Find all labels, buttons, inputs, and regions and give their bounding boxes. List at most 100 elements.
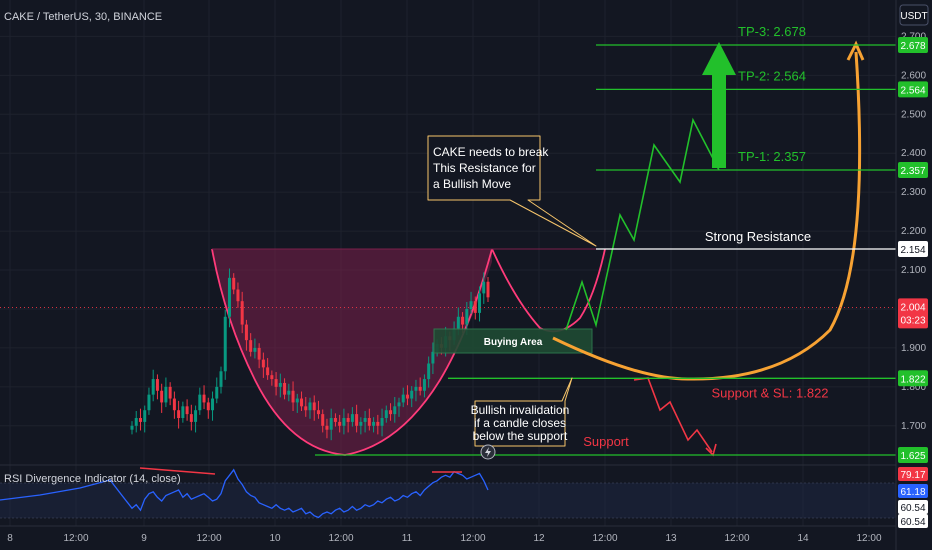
y-tick-label: 1.700 <box>901 421 926 432</box>
candle-body <box>456 316 460 329</box>
candle-body <box>325 425 329 430</box>
candle-body <box>151 379 155 395</box>
candle-body <box>316 410 320 415</box>
candle-body <box>274 379 278 387</box>
price-levels: TP-3: 2.678 TP-2: 2.564 TP-1: 2.357 Strong … <box>0 24 896 456</box>
candle-body <box>461 316 465 325</box>
candle-body <box>185 406 189 415</box>
candle-body <box>363 418 367 422</box>
candle-body <box>414 386 418 391</box>
candle-body <box>155 379 159 391</box>
candle-body <box>401 394 405 403</box>
price-level-badge <box>898 161 928 178</box>
resistance-note-line: This Resistance for <box>433 161 536 175</box>
candle-body <box>168 386 172 399</box>
rsi-badge-label: 60.54 <box>900 517 925 528</box>
invalidation-callout: Bullish invalidation if a candle closes … <box>471 377 573 460</box>
y-tick-label: 2.600 <box>901 70 926 81</box>
candle-body <box>384 410 388 419</box>
x-tick-label: 9 <box>141 533 147 544</box>
currency-button[interactable] <box>899 4 929 26</box>
y-tick-label: 2.200 <box>901 226 926 237</box>
y-tick-label: 1.900 <box>901 343 926 354</box>
candle-body <box>240 301 244 325</box>
candle-body <box>189 414 193 422</box>
buying-area: Buying Area <box>433 328 593 354</box>
x-tick-label: 12 <box>533 533 545 544</box>
candle-body <box>338 421 342 426</box>
resistance-callout: CAKE needs to break This Resistance for … <box>427 135 597 247</box>
candle-body <box>372 421 376 426</box>
y-tick-label: 2.700 <box>901 31 926 42</box>
time-axis: 8 12:00 9 12:00 10 12:00 11 12:00 12 12:00 13 12:00… <box>0 525 896 544</box>
x-tick-label: 12:00 <box>856 533 881 544</box>
candle-body <box>397 402 401 407</box>
countdown-label: 03:23 <box>900 315 925 326</box>
x-tick-label: 12:00 <box>328 533 353 544</box>
candle-body <box>367 418 371 426</box>
candles <box>130 268 490 441</box>
candle-body <box>350 414 354 422</box>
candle-body <box>283 382 287 395</box>
candle-body <box>405 394 409 399</box>
x-tick-label: 12:00 <box>196 533 221 544</box>
candle-body <box>223 316 227 372</box>
candle-body <box>198 394 202 411</box>
x-tick-label: 11 <box>402 533 413 544</box>
rsi-pane: RSI Divergence Indicator (14, close) <box>0 464 896 519</box>
price-level-badge-label: 2.564 <box>900 85 925 96</box>
candle-body <box>181 406 185 419</box>
rsi-badge <box>898 484 928 498</box>
candle-body <box>486 281 490 298</box>
resistance-note-line: CAKE needs to break <box>433 145 549 159</box>
invalidation-note-line: if a candle closes <box>474 416 566 430</box>
candle-body <box>329 418 333 430</box>
rsi-line <box>0 468 489 519</box>
bullish-arrow-icon <box>702 42 736 168</box>
candle-body <box>359 421 363 426</box>
x-tick-label: 13 <box>665 533 677 544</box>
price-level-badge-label: 1.822 <box>900 374 925 385</box>
price-level-label: Support <box>583 434 629 449</box>
candle-body <box>321 414 325 426</box>
current-price-label: 2.004 <box>900 302 925 313</box>
candle-body <box>261 359 265 368</box>
x-tick-label: 12:00 <box>592 533 617 544</box>
candle-body <box>164 386 168 403</box>
candle-body <box>473 301 477 313</box>
candle-body <box>147 394 151 411</box>
price-level-label: Strong Resistance <box>705 229 811 244</box>
candle-body <box>202 394 206 403</box>
candle-body <box>219 371 223 387</box>
candle-body <box>308 402 312 411</box>
candle-body <box>160 390 164 403</box>
candle-body <box>465 308 469 325</box>
candle-body <box>270 375 274 380</box>
y-tick-label: 2.500 <box>901 109 926 120</box>
rsi-badge-label: 60.54 <box>900 503 925 514</box>
rsi-badge-label: 61.18 <box>900 487 925 498</box>
candle-body <box>287 390 291 395</box>
price-level-badge <box>898 447 928 463</box>
currency-label: USDT <box>900 11 927 22</box>
y-tick-label: 2.300 <box>901 187 926 198</box>
price-level-badge <box>898 37 928 53</box>
rsi-badge-label: 79.17 <box>900 470 925 481</box>
candle-body <box>355 414 359 426</box>
candle-body <box>194 410 198 422</box>
resistance-note-line: a Bullish Move <box>433 177 511 191</box>
candle-body <box>376 421 380 426</box>
candle-body <box>431 351 435 364</box>
candle-body <box>206 402 210 411</box>
candle-body <box>134 418 138 426</box>
candle-body <box>346 418 350 422</box>
candle-body <box>244 324 248 341</box>
candle-body <box>295 398 299 403</box>
candle-body <box>427 363 431 380</box>
candle-body <box>469 301 473 309</box>
candle-body <box>333 418 337 422</box>
current-price-badge <box>898 298 928 329</box>
candle-body <box>266 367 270 376</box>
price-level-badge-label: 2.357 <box>900 166 925 177</box>
